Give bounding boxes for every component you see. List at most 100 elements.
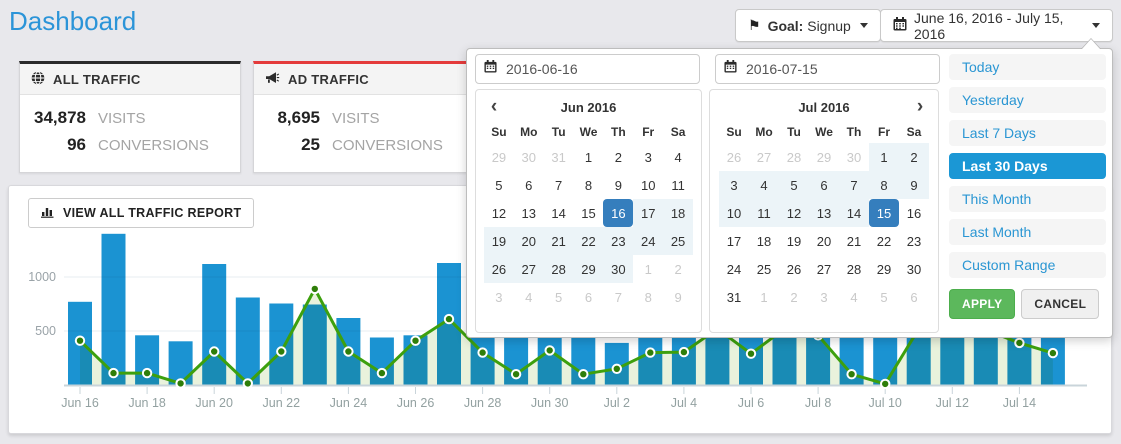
conversions-point[interactable] <box>242 378 254 389</box>
day-cell[interactable]: 10 <box>640 177 656 193</box>
day-cell[interactable]: 15 <box>581 205 596 221</box>
day-cell[interactable]: 28 <box>846 261 862 277</box>
day-cell[interactable]: 8 <box>584 177 593 193</box>
conversions-point[interactable] <box>343 346 354 357</box>
day-cell[interactable]: 9 <box>899 171 929 199</box>
day-cell[interactable]: 8 <box>869 171 899 199</box>
day-cell[interactable]: 11 <box>749 199 779 227</box>
day-cell[interactable]: 21 <box>846 233 862 249</box>
day-cell[interactable]: 1 <box>644 261 652 277</box>
day-cell[interactable]: 16 <box>603 199 634 227</box>
conversions-point[interactable] <box>544 345 555 356</box>
day-cell[interactable]: 2 <box>674 261 682 277</box>
day-cell[interactable]: 4 <box>674 149 682 165</box>
day-cell[interactable]: 1 <box>760 289 768 305</box>
conversions-point[interactable] <box>510 369 522 380</box>
day-cell[interactable]: 1 <box>869 143 899 171</box>
day-cell[interactable]: 26 <box>484 255 514 283</box>
day-cell[interactable]: 20 <box>513 227 544 255</box>
day-cell[interactable]: 27 <box>756 149 772 165</box>
day-cell[interactable]: 18 <box>663 199 693 227</box>
day-cell[interactable]: 7 <box>614 289 622 305</box>
day-cell[interactable]: 30 <box>846 149 862 165</box>
day-cell[interactable]: 17 <box>726 233 742 249</box>
range-option-yesterday[interactable]: Yesterday <box>949 87 1106 113</box>
range-option-last-7-days[interactable]: Last 7 Days <box>949 120 1106 146</box>
day-cell[interactable]: 8 <box>644 289 652 305</box>
view-all-traffic-report-button[interactable]: VIEW ALL TRAFFIC REPORT <box>28 198 255 228</box>
day-cell[interactable]: 14 <box>839 199 869 227</box>
day-cell[interactable]: 20 <box>816 233 832 249</box>
conversions-point[interactable] <box>611 363 622 375</box>
conversions-point[interactable] <box>1014 337 1025 349</box>
range-option-this-month[interactable]: This Month <box>949 186 1106 212</box>
day-cell[interactable]: 24 <box>633 227 664 255</box>
day-cell[interactable]: 30 <box>521 149 537 165</box>
visits-bar[interactable] <box>269 303 294 386</box>
day-cell[interactable]: 5 <box>779 171 809 199</box>
day-cell[interactable]: 2 <box>790 289 798 305</box>
day-cell[interactable]: 29 <box>491 149 507 165</box>
day-cell[interactable]: 28 <box>543 255 574 283</box>
conversions-point[interactable] <box>410 335 421 346</box>
day-cell[interactable]: 19 <box>484 227 514 255</box>
day-cell[interactable]: 23 <box>603 227 634 255</box>
day-cell[interactable]: 22 <box>876 233 892 249</box>
day-cell[interactable]: 7 <box>555 177 563 193</box>
chevron-right-icon[interactable]: › <box>916 96 924 117</box>
day-cell[interactable]: 10 <box>719 199 749 227</box>
range-option-last-month[interactable]: Last Month <box>949 219 1106 245</box>
day-cell[interactable]: 13 <box>809 199 839 227</box>
day-cell[interactable]: 3 <box>820 289 828 305</box>
day-cell[interactable]: 5 <box>880 289 888 305</box>
conversions-point[interactable] <box>745 348 757 359</box>
conversions-point[interactable] <box>846 369 857 380</box>
day-cell[interactable]: 4 <box>525 289 533 305</box>
conversions-point[interactable] <box>209 346 220 357</box>
day-cell[interactable]: 7 <box>839 171 869 199</box>
day-cell[interactable]: 3 <box>719 171 749 199</box>
start-date-input[interactable] <box>504 60 691 78</box>
conversions-point[interactable] <box>880 378 891 390</box>
conversions-point[interactable] <box>443 313 455 325</box>
range-option-today[interactable]: Today <box>949 54 1106 80</box>
daterange-button[interactable]: June 16, 2016 - July 15, 2016 <box>880 9 1113 42</box>
conversions-point[interactable] <box>276 346 287 357</box>
range-option-last-30-days[interactable]: Last 30 Days <box>949 153 1106 179</box>
day-cell[interactable]: 31 <box>551 149 566 165</box>
day-cell[interactable]: 3 <box>644 149 652 165</box>
day-cell[interactable]: 27 <box>513 255 544 283</box>
day-cell[interactable]: 5 <box>555 289 563 305</box>
day-cell[interactable]: 29 <box>816 149 832 165</box>
day-cell[interactable]: 14 <box>551 205 566 221</box>
visits-bar[interactable] <box>302 304 327 386</box>
day-cell[interactable]: 29 <box>573 255 604 283</box>
day-cell[interactable]: 25 <box>756 261 772 277</box>
visits-bar[interactable] <box>101 233 126 385</box>
day-cell[interactable]: 6 <box>809 171 839 199</box>
end-date-input[interactable] <box>744 60 931 78</box>
conversions-point[interactable] <box>309 283 320 295</box>
day-cell[interactable]: 5 <box>495 177 503 193</box>
day-cell[interactable]: 30 <box>906 261 922 277</box>
day-cell[interactable]: 19 <box>786 233 802 249</box>
day-cell[interactable]: 30 <box>603 255 634 283</box>
day-cell[interactable]: 25 <box>663 227 693 255</box>
conversions-point[interactable] <box>108 367 119 379</box>
day-cell[interactable]: 24 <box>726 261 742 277</box>
day-cell[interactable]: 26 <box>726 149 742 165</box>
day-cell[interactable]: 28 <box>786 149 802 165</box>
range-option-custom-range[interactable]: Custom Range <box>949 252 1106 278</box>
conversions-point[interactable] <box>477 347 488 358</box>
chevron-left-icon[interactable]: ‹ <box>490 96 498 117</box>
visits-bar[interactable] <box>202 264 227 385</box>
conversions-point[interactable] <box>175 378 186 389</box>
day-cell[interactable]: 27 <box>816 261 832 277</box>
conversions-point[interactable] <box>141 367 153 379</box>
conversions-point[interactable] <box>74 335 86 346</box>
conversions-point[interactable] <box>578 369 589 380</box>
day-cell[interactable]: 1 <box>584 149 593 165</box>
day-cell[interactable]: 31 <box>726 289 742 305</box>
day-cell[interactable]: 2 <box>614 149 622 165</box>
day-cell[interactable]: 9 <box>674 289 682 305</box>
